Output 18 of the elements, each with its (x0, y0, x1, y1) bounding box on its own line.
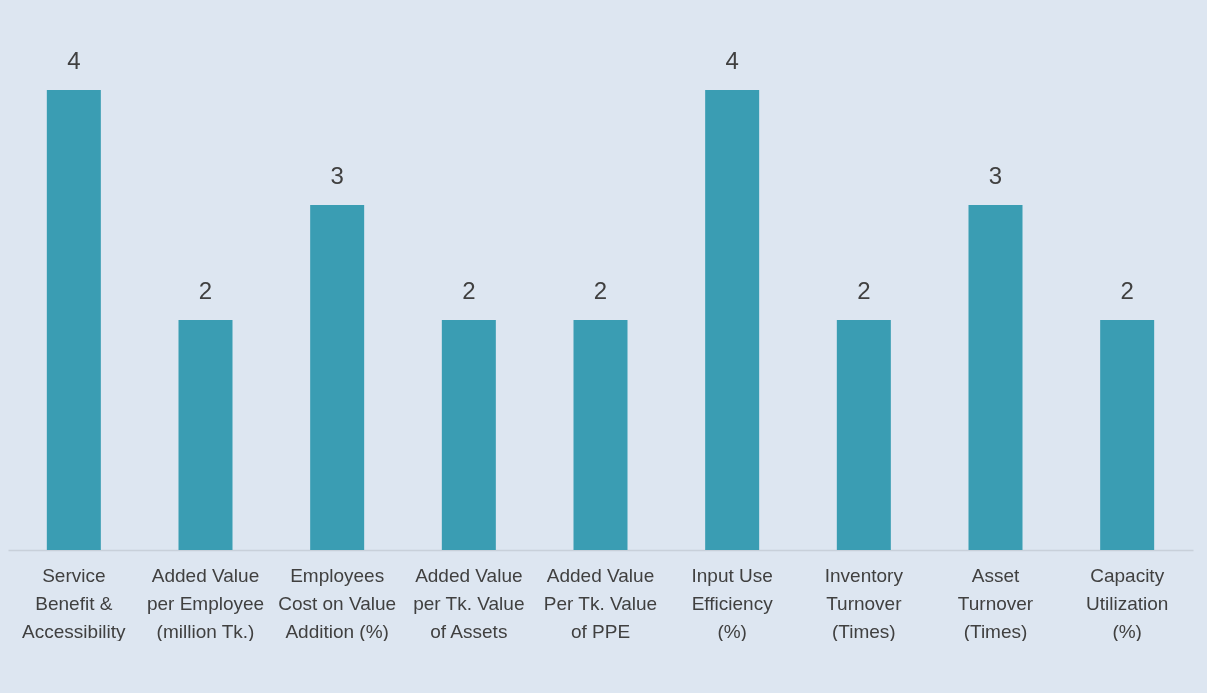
x-tick-label: Added Value per Employee (million Tk.) (146, 564, 265, 642)
data-label: 2 (857, 277, 871, 304)
x-tick-label: Service Benefit & Accessibility (22, 564, 127, 642)
data-label: 2 (593, 277, 608, 304)
data-label: 2 (1120, 277, 1134, 304)
data-label: 2 (462, 277, 476, 304)
x-tick-label: Asset Turnover (Times) (957, 564, 1034, 642)
x-tick-label: Added Value per Tk. Value of Assets (413, 564, 525, 642)
x-tick-label: Input Use Efficiency (%) (691, 564, 774, 642)
x-tick-label: Employees Cost on Value Addition (%) (278, 564, 397, 642)
data-label: 4 (725, 47, 739, 74)
data-label: 3 (988, 162, 1003, 189)
data-label: 2 (198, 277, 213, 304)
x-tick-label: Inventory Turnover (Times) (824, 564, 904, 642)
data-label: 4 (67, 47, 81, 74)
x-tick-label: Added Value Per Tk. Value of PPE (543, 564, 658, 642)
x-tick-label: Capacity Utilization (%) (1085, 564, 1169, 642)
data-label: 3 (330, 162, 344, 189)
